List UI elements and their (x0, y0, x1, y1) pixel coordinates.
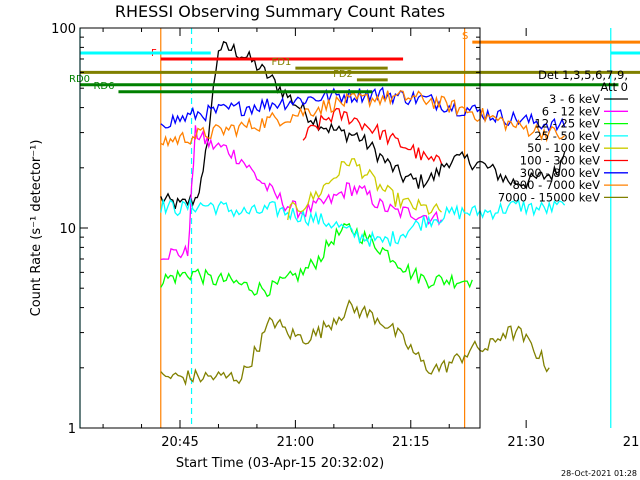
legend-header-line-1: Det 1,3,5,6,7,9, (538, 68, 628, 82)
legend-label-3-6-kev: 3 - 6 keV (549, 92, 600, 106)
legend-label-100-300-kev: 100 - 300 keV (520, 154, 600, 168)
legend-label-25-50-kev: 25 - 50 keV (534, 129, 600, 143)
flag-label-rd6: RD6 (93, 81, 114, 92)
x-tick-label-20-45: 20:45 (161, 435, 198, 450)
series-12-25-kev-line (160, 222, 473, 298)
series-25-50-kev-line (160, 196, 566, 247)
series-6-12-kev-line (160, 125, 443, 261)
y-tick-label-100: 100 (51, 22, 76, 37)
y-tick-label-1: 1 (68, 422, 76, 437)
series-3-6-kev-line (160, 40, 566, 210)
series-300-800-kev-line (160, 86, 566, 134)
legend-label-300-800-kev: 300 - 800 keV (520, 166, 600, 180)
x-axis-label: Start Time (03-Apr-15 20:32:02) (176, 456, 384, 471)
footer-timestamp: 28-Oct-2021 01:28 (561, 469, 637, 478)
x-tick-label-21-30: 21:30 (507, 435, 544, 450)
flag-label-fd1: FD1 (272, 57, 292, 68)
series-layer (160, 40, 566, 387)
legend-label-12-25-kev: 12 - 25 keV (534, 117, 600, 131)
chart-title: RHESSI Observing Summary Count Rates (115, 2, 445, 21)
x-tick-label-21-15: 21:15 (392, 435, 429, 450)
series-100-300-kev-line (302, 107, 443, 164)
x-tick-label-21-00: 21:00 (277, 435, 314, 450)
legend-label-6-12-kev: 6 - 12 keV (542, 104, 600, 118)
legend-header-line-2: Att 0 (600, 80, 628, 94)
legend-label-800-7000-kev: 800 - 7000 keV (512, 178, 600, 192)
legend-label-7000-15000-kev: 7000 - 15000 keV (498, 190, 600, 204)
y-tick-label-10: 10 (59, 222, 76, 237)
legend-label-50-100-kev: 50 - 100 keV (527, 141, 600, 155)
series-50-100-kev-line (287, 158, 442, 221)
flag-label-fd2: FD2 (333, 69, 353, 80)
x-tick-label-21-45: 21:45 (623, 435, 640, 450)
series-7000-15000-kev-line (160, 299, 550, 387)
y-axis-label: Count Rate (s⁻¹ detector⁻¹) (29, 140, 44, 317)
flag-label-s: S (462, 31, 468, 42)
series-800-7000-kev-line (160, 90, 566, 148)
